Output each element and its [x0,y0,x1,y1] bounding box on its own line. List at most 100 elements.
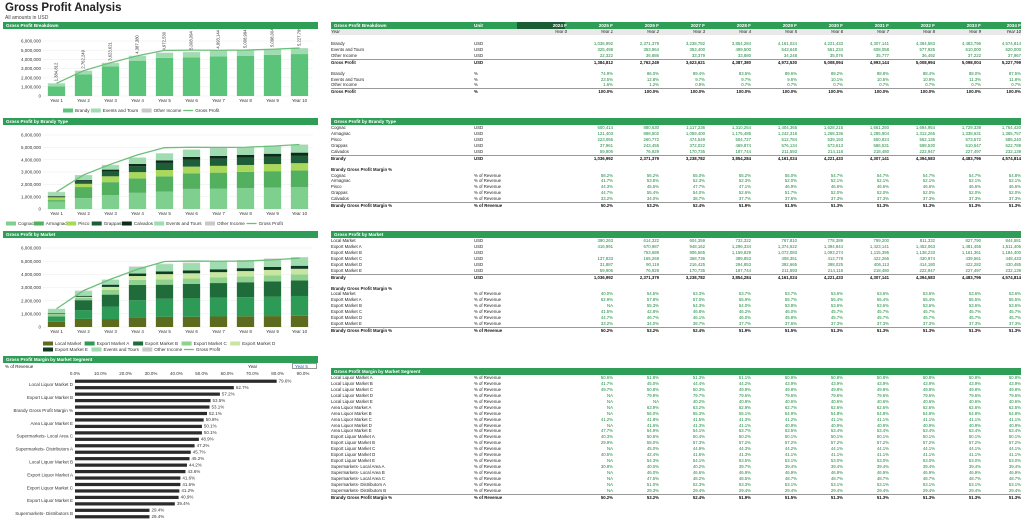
cell-value: 30.8% [600,464,613,470]
margin-bar [75,463,187,467]
cell-value: 41.3% [738,416,751,422]
cell-value: 53.0% [830,458,843,464]
cell-value: 23.5% [600,76,613,82]
bar-cognac [182,188,201,209]
bar-local-market [47,321,66,327]
cell-value: 53.3% [692,291,705,297]
margin-bar [75,469,186,474]
cell-value: 41.5% [600,309,613,315]
data-label: 5,098,004 [270,29,275,47]
cell-value: 222,947 [919,148,935,154]
cell-value: 499,500 [735,46,751,52]
cell-value: 54.3% [646,458,659,464]
table-breakdown: Gross Profit Breakdown Unit 2024 F 2025 F 20… [331,22,1021,94]
bar-grappas [263,156,282,165]
margin-bar-label: 44.2% [189,462,202,467]
margin-bar-label: 50.8% [206,417,219,422]
cell-value: 53.2% [646,494,659,500]
bar-calvados [128,164,147,167]
cell-value: 46.6% [922,184,935,190]
cell-value: 100.0% [874,89,889,95]
cell-value: Year 10 [1006,29,1021,34]
cell-value: 3,238,782 [685,274,705,280]
cell-value: 1,072,083 [777,249,797,255]
cell-value: 46.6% [1008,184,1021,190]
table-row: Brandy Gross Profit Margin % % of Revenue… [331,493,1021,500]
cell-value: 50.8% [1008,375,1021,380]
cell-value: 0.7% [971,82,981,88]
row-unit: % [474,82,478,88]
cell-value: 79.6% [876,392,889,398]
margin-bar [75,392,220,396]
cell-value: 53.1% [784,458,797,464]
table-row: Armagnac % of Revenue 41.7% 53.5% 52.3% 52.3%… [331,178,1021,184]
cell-value: 56.2% [646,172,659,178]
cell-value: 39.4% [784,464,797,470]
cell-value: 59,906 [599,148,613,154]
cell-value: 4,307,141 [869,40,889,46]
bar-cognac [101,195,120,209]
cell-value: 10.5% [876,76,889,82]
x-tick-label: Year 10 [292,329,308,334]
table-row: Local Market USD 390,263 614,322 604,359 732,… [331,238,1021,244]
cell-value: 1,628,215 [823,125,843,130]
bar-events-and-tours [290,48,309,55]
row-unit: % of Revenue [474,190,501,196]
cell-value: 561,234 [827,46,843,52]
cell-value: 898,502 [643,130,659,136]
cell-value: 46.6% [968,184,981,190]
cell-value: 48.5% [738,475,751,481]
bar-armagnac [74,187,93,199]
cell-value: 50.2% [600,328,613,334]
bar-export-market-b [74,300,93,311]
row-unit: % of Revenue [474,196,501,202]
bar-pisco [236,164,255,172]
cell-value: 50.6% [600,375,613,380]
cell-value: 1,117,236 [686,125,705,130]
cell-value: 39.4% [1008,464,1021,470]
cell-value: 4,387,380 [731,59,751,65]
cell-value: 54.7% [830,172,843,178]
cell-value: Year 4 [738,29,751,34]
cell-value: 9.6% [787,76,797,82]
cell-value: 53.6% [830,291,843,297]
bar-export-market-a [209,297,228,317]
year-selector[interactable]: Year 5 [292,363,317,369]
cell-value: 4,993,144 [869,59,889,65]
segment-category-label: Local Liquor Market B [29,460,73,465]
table-row: Supermarkets- Local Area B % of Revenue NA… [331,470,1021,476]
table-row: Export Market C USD 137,833 165,269 368,736 3… [331,256,1021,262]
legend-swatch [91,221,102,226]
bar-export-market-a [128,300,147,318]
cell-value: 52.4% [692,494,705,500]
cell-value: 45.7% [968,315,981,321]
cell-value: 46.0% [646,470,659,475]
bar-events-and-tours [47,309,66,314]
cell-value: 37.3% [830,321,843,327]
row-label: Export Market E [331,267,362,273]
bar-events-and-tours [74,175,93,180]
bar-cognac [263,187,282,209]
cell-value: 1.6% [603,82,613,88]
legend-swatch [142,347,153,352]
row-unit: USD [474,46,484,52]
data-label: 3,623,621 [108,41,113,60]
cell-value: 88.0% [968,70,981,76]
row-unit: USD [474,40,484,46]
cell-value: 50.1% [784,434,797,440]
cell-value: 37.3% [922,321,935,327]
cell-value: 40.0% [646,464,659,470]
cell-value: 406,113 [873,261,889,267]
row-unit: % of Revenue [474,464,501,470]
data-label: 4,993,144 [216,29,221,48]
row-label: Export Liquor Market E [331,458,375,464]
x-tick-label: Year 9 [266,329,279,334]
row-label: Export Market B [331,249,362,255]
bar-grappas [182,159,201,167]
bar-events-and-tours [182,149,201,157]
cell-value: 51.5% [784,328,797,334]
bar-calvados [263,153,282,157]
cell-value: 4,574,814 [1001,40,1021,46]
cell-value: 512,784 [781,136,797,142]
table-row: Export Market D USD 31,887 90,119 216,425 294… [331,262,1021,268]
